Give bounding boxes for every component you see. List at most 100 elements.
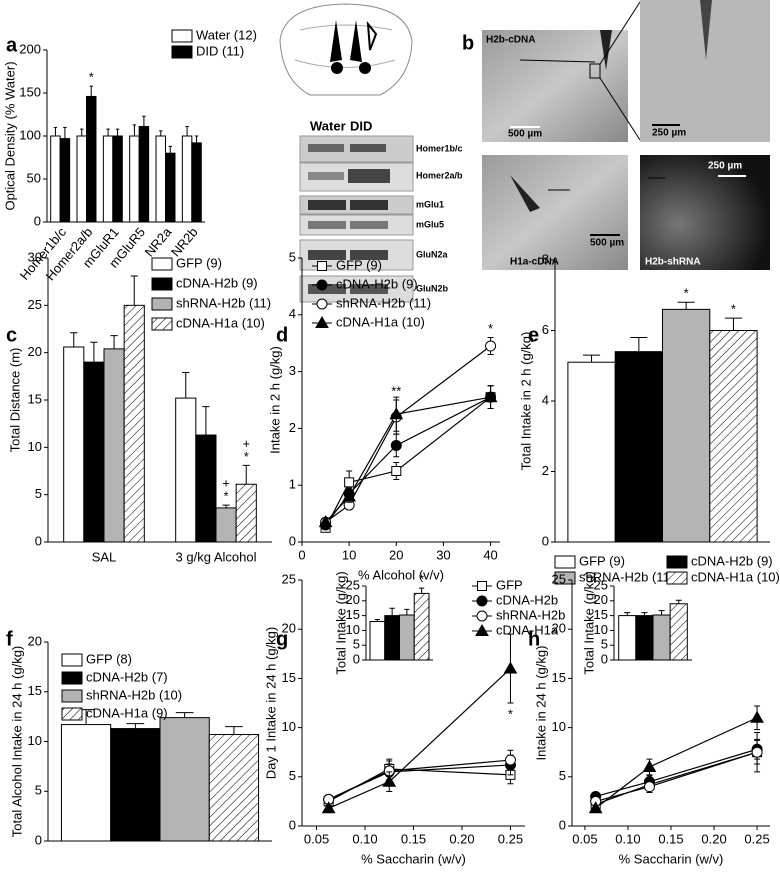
x-axis-label: % Alcohol (v/v) [358,567,444,582]
bar [159,717,210,842]
y-tick-label: 15 [28,391,42,406]
bar [129,135,140,223]
legend-label: GFP (9) [336,257,382,272]
data-point [483,390,498,403]
legend-swatch [554,555,576,569]
y-tick-label: 5 [559,768,566,783]
y-tick-label: 5 [35,486,42,501]
bar [86,95,97,223]
legend-label: GFP (9) [176,255,222,270]
y-axis-label: Day 1 Intake in 24 h (g/kg) [263,627,278,779]
error-bar [641,612,648,616]
data-point [391,466,402,476]
y-tick-label: 0 [289,533,296,548]
error-bar [115,128,120,136]
error-bar [142,115,146,127]
y-tick-label: 25 [346,577,360,592]
data-point [382,774,397,787]
x-axis-label: % Saccharin (w/v) [619,851,724,866]
legend-label: shRNA-H2b (11) [336,295,431,310]
legend-swatch [61,689,83,703]
blot-band: GluN2a [416,249,449,259]
data-point [485,340,497,352]
error-bar [658,610,665,616]
legend-label: GFP (9) [579,553,625,568]
image-label: H2b-cDNA [486,35,535,46]
data-point [751,746,763,758]
western-blot: Water DID Homer1b/c Homer2a/b mGlu1 mGlu… [299,118,463,303]
legend-swatch [554,571,576,585]
x-tick-label: 0.20 [449,831,474,846]
significance-mark: * [89,70,94,85]
y-axis-label: Intake in 24 h (g/kg) [533,646,548,761]
y-axis-label: Optical Density (% Water) [2,61,17,210]
panel-label: h [528,628,540,650]
y-tick-label: 2 [542,463,549,478]
error-bar [225,726,243,735]
legend-marker [315,315,329,328]
bar [652,614,671,661]
y-tick-label: 5 [35,783,42,798]
scale-bar-label: 250 µm [652,128,686,139]
x-axis-label: % Saccharin (w/v) [361,851,466,866]
y-tick-label: 10 [594,622,608,637]
y-tick-label: 150 [19,84,41,99]
y-tick-label: 20 [28,633,42,648]
bar [59,138,71,223]
legend-swatch [171,29,193,43]
error-bar [89,85,93,97]
error-bar [242,464,250,485]
y-tick-label: 15 [594,607,608,622]
error-bar [404,608,410,616]
error-bar [63,126,67,139]
y-tick-label: 10 [28,733,42,748]
legend-label: cDNA-H1a (10) [691,569,780,584]
error-bar [168,145,172,154]
error-bar [175,712,194,718]
bar [138,126,150,223]
y-axis-label: Intake in 2 h (g/kg) [267,346,282,454]
y-tick-label: 20 [282,621,296,636]
error-bar [80,128,84,136]
legend-swatch [151,317,173,331]
legend-label: cDNA-H1a (9) [86,705,168,720]
error-bar [624,612,631,616]
bar [709,330,758,543]
x-tick-label: 20 [389,547,403,562]
y-tick-label: 30 [28,249,42,264]
panel-label: f [6,628,13,650]
legend-swatch [61,653,83,667]
bar [384,615,401,661]
x-tick-label: 0.20 [701,831,726,846]
y-tick-label: 15 [282,670,296,685]
y-tick-label: 20 [594,592,608,607]
legend-swatch [151,297,173,311]
y-tick-label: 20 [552,621,566,636]
y-tick-label: 5 [289,249,296,264]
legend-label: shRNA-H2b [496,607,565,622]
x-tick-label: 0.05 [572,831,597,846]
data-point [390,439,402,451]
y-tick-label: 6 [542,322,549,337]
error-bar [185,126,189,136]
y-tick-label: 4 [289,306,296,321]
y-tick-label: 0 [35,533,42,548]
bar [60,724,112,842]
error-bar [202,406,210,436]
bar [83,361,105,543]
legend-swatch [151,257,173,271]
image-label: H1a-cDNA [510,257,559,268]
significance-mark: + [242,436,250,451]
legend-label: cDNA-H1a (10) [176,315,265,330]
data-point [342,489,357,502]
error-bar [90,341,98,363]
scale-bar-label: 500 µm [590,238,624,249]
x-tick-label: NR2b [168,224,201,259]
legend-marker [475,623,489,636]
bar [399,614,415,661]
y-axis-label: Total Alcohol Intake in 24 h (g/kg) [9,646,24,838]
y-axis-label: Total Intake (g/kg) [333,571,348,674]
series-line [325,345,491,523]
bar [195,434,217,543]
